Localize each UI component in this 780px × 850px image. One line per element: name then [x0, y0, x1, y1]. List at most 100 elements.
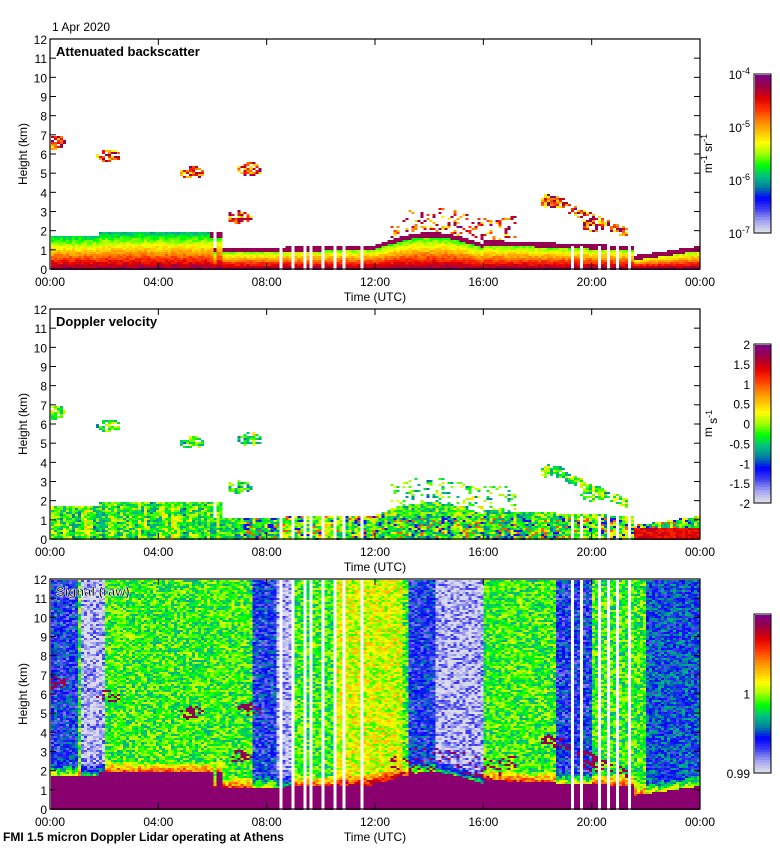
x-tick-label: 00:00	[685, 275, 715, 289]
x-tick-label: 16:00	[468, 545, 498, 559]
y-axis-label: Height (km)	[16, 393, 30, 455]
x-tick-label: 20:00	[577, 815, 607, 829]
y-tick-label: 8	[40, 110, 47, 124]
x-tick-label: 00:00	[685, 545, 715, 559]
signal-heatmap	[51, 580, 700, 810]
y-tick-label: 10	[34, 71, 48, 85]
y-tick-label: 2	[40, 225, 47, 239]
y-tick-label: 0	[40, 803, 47, 817]
x-tick-label: 12:00	[360, 815, 390, 829]
panel-title: Doppler velocity	[56, 314, 158, 329]
y-tick-label: 12	[34, 33, 48, 47]
colorbar-tick-label: 0.5	[733, 398, 750, 412]
y-axis-label: Height (km)	[16, 663, 30, 725]
x-tick-label: 20:00	[577, 275, 607, 289]
plot-frame	[49, 308, 701, 540]
y-tick-label: 5	[40, 707, 47, 721]
x-tick-label: 08:00	[252, 275, 282, 289]
y-tick-label: 0	[40, 533, 47, 547]
x-axis-label: Time (UTC)	[344, 830, 406, 844]
plot-frame	[49, 578, 701, 810]
colorbar-tick-label: 10-4	[729, 66, 750, 82]
x-tick-label: 04:00	[143, 275, 173, 289]
velocity-colorbar	[755, 345, 771, 503]
y-tick-label: 2	[40, 495, 47, 509]
y-tick-label: 7	[40, 399, 47, 413]
y-tick-label: 7	[40, 129, 47, 143]
x-tick-label: 00:00	[685, 815, 715, 829]
y-tick-label: 3	[40, 206, 47, 220]
y-tick-label: 3	[40, 476, 47, 490]
colorbar-tick-label: 10-5	[729, 119, 750, 135]
panel-title: Signal (raw)	[56, 584, 130, 599]
backscatter-colorbar	[755, 75, 771, 233]
y-axis-label: Height (km)	[16, 123, 30, 185]
x-tick-label: 08:00	[252, 545, 282, 559]
y-tick-label: 8	[40, 380, 47, 394]
colorbar-tick-label: 1	[743, 378, 750, 392]
colorbar-frame	[753, 613, 772, 774]
x-tick-label: 04:00	[143, 545, 173, 559]
y-tick-label: 0	[40, 263, 47, 277]
colorbar-unit-label: m-1 sr-1	[699, 134, 715, 173]
x-tick-label: 00:00	[35, 545, 65, 559]
velocity-heatmap	[51, 310, 700, 540]
colorbar-tick-label: 2	[743, 338, 750, 352]
x-axis-label: Time (UTC)	[344, 290, 406, 304]
y-tick-label: 1	[40, 784, 47, 798]
y-tick-label: 9	[40, 361, 47, 375]
colorbar-frame	[753, 73, 772, 234]
panel-title: Attenuated backscatter	[56, 44, 200, 59]
y-tick-label: 7	[40, 669, 47, 683]
y-tick-label: 4	[40, 456, 47, 470]
colorbar-tick-label: 0.99	[727, 767, 751, 781]
y-tick-label: 1	[40, 244, 47, 258]
y-tick-label: 9	[40, 631, 47, 645]
instrument-caption: FMI 1.5 micron Doppler Lidar operating a…	[3, 830, 284, 844]
y-tick-label: 12	[34, 303, 48, 317]
y-tick-label: 11	[35, 52, 48, 66]
x-tick-label: 12:00	[360, 545, 390, 559]
y-tick-label: 11	[35, 322, 48, 336]
colorbar-tick-label: -1.5	[729, 477, 750, 491]
date-label: 1 Apr 2020	[52, 20, 111, 34]
colorbar-tick-label: -1	[739, 457, 750, 471]
y-tick-label: 11	[35, 592, 48, 606]
x-tick-label: 20:00	[577, 545, 607, 559]
y-tick-label: 6	[40, 148, 47, 162]
y-tick-label: 9	[40, 91, 47, 105]
colorbar-unit-label: m s-1	[701, 410, 720, 437]
y-tick-label: 6	[40, 418, 47, 432]
colorbar-tick-label: 10-6	[729, 172, 750, 188]
x-tick-label: 12:00	[360, 275, 390, 289]
colorbar-tick-label: 1.5	[733, 358, 750, 372]
colorbar-tick-label: -2	[739, 497, 750, 511]
plot-frame	[49, 38, 701, 270]
colorbar-frame	[753, 343, 772, 504]
colorbar-tick-label: 1	[743, 688, 750, 702]
y-tick-label: 5	[40, 167, 47, 181]
y-tick-label: 5	[40, 437, 47, 451]
colorbar-tick-label: 0	[743, 418, 750, 432]
x-axis-label: Time (UTC)	[344, 560, 406, 574]
y-tick-label: 4	[40, 186, 47, 200]
y-tick-label: 6	[40, 688, 47, 702]
signal-colorbar	[755, 615, 771, 773]
y-tick-label: 3	[40, 746, 47, 760]
x-tick-label: 08:00	[252, 815, 282, 829]
y-tick-label: 10	[34, 611, 48, 625]
y-tick-label: 1	[40, 514, 47, 528]
x-tick-label: 16:00	[468, 275, 498, 289]
y-tick-label: 8	[40, 650, 47, 664]
y-tick-label: 10	[34, 341, 48, 355]
y-tick-label: 4	[40, 726, 47, 740]
x-tick-label: 04:00	[143, 815, 173, 829]
x-tick-label: 00:00	[35, 275, 65, 289]
y-tick-label: 2	[40, 765, 47, 779]
backscatter-heatmap	[51, 40, 700, 270]
